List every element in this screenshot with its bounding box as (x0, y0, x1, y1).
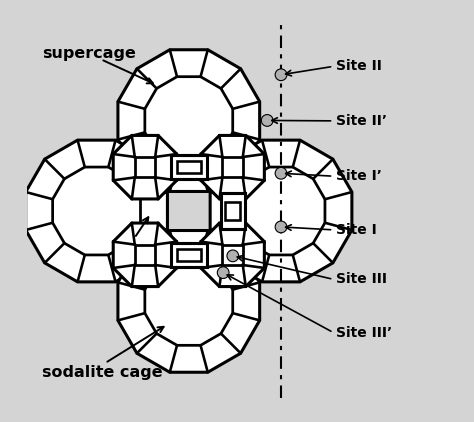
Polygon shape (237, 167, 325, 255)
Polygon shape (177, 249, 201, 261)
Circle shape (275, 69, 287, 81)
Circle shape (227, 250, 239, 262)
Text: Site III: Site III (336, 272, 386, 287)
Text: Site II’: Site II’ (336, 114, 386, 128)
Text: Site II: Site II (336, 60, 382, 73)
Polygon shape (135, 245, 155, 265)
Polygon shape (118, 230, 260, 372)
Circle shape (261, 115, 273, 126)
Polygon shape (201, 135, 264, 199)
Text: Site I: Site I (336, 223, 376, 237)
Text: Site I’: Site I’ (336, 169, 382, 183)
Polygon shape (113, 135, 177, 199)
Text: Site III’: Site III’ (336, 326, 392, 340)
Polygon shape (210, 140, 352, 282)
Polygon shape (53, 167, 140, 255)
Polygon shape (145, 77, 233, 165)
Polygon shape (171, 155, 207, 179)
Polygon shape (113, 223, 177, 287)
Polygon shape (171, 243, 207, 267)
Polygon shape (177, 161, 201, 173)
Text: supercage: supercage (42, 46, 136, 61)
Polygon shape (222, 245, 243, 265)
Polygon shape (220, 193, 245, 229)
Polygon shape (118, 50, 260, 192)
Polygon shape (26, 140, 167, 282)
Polygon shape (135, 157, 155, 177)
Circle shape (275, 168, 287, 179)
Circle shape (217, 267, 229, 279)
Polygon shape (222, 157, 243, 177)
Text: sodalite cage: sodalite cage (42, 365, 163, 380)
Polygon shape (201, 223, 264, 287)
Polygon shape (225, 202, 240, 220)
Circle shape (275, 221, 287, 233)
Polygon shape (145, 257, 233, 345)
